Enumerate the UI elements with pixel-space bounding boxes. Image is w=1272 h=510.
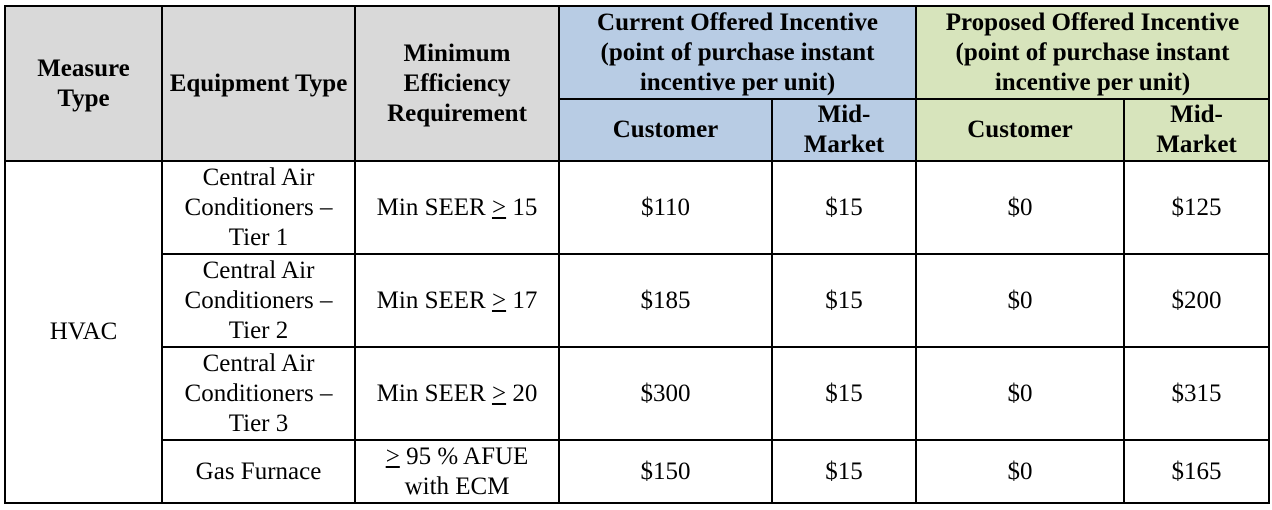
table-row: Central Air Conditioners – Tier 3 Min SE… [5, 346, 1270, 441]
efficiency-prefix: Min SEER [376, 379, 492, 407]
equipment-type-header: Equipment Type [161, 5, 356, 162]
current-incentive-header: Current Offered Incentive (point of purc… [558, 5, 917, 100]
current-customer-cell: $150 [558, 439, 773, 504]
current-midmarket-header: Mid-Market [771, 98, 917, 162]
min-efficiency-header: Minimum Efficiency Requirement [354, 5, 560, 162]
table-row: Central Air Conditioners – Tier 2 Min SE… [5, 253, 1270, 348]
equipment-cell: Central Air Conditioners – Tier 1 [161, 160, 356, 255]
header-row-sub: Customer Mid-Market Customer Mid-Market [5, 98, 1270, 162]
current-midmarket-cell: $15 [771, 439, 917, 504]
measure-type-cell: HVAC [4, 160, 163, 504]
proposed-incentive-header: Proposed Offered Incentive (point of pur… [915, 5, 1270, 100]
measure-type-header: Measure Type [4, 5, 163, 162]
efficiency-value: 20 [506, 379, 538, 407]
equipment-cell: Central Air Conditioners – Tier 3 [161, 346, 356, 441]
proposed-customer-cell: $0 [915, 160, 1125, 255]
table-row: Gas Furnace > 95 % AFUE with ECM $150 $1… [5, 439, 1270, 504]
efficiency-value: 95 % AFUE with ECM [399, 442, 529, 500]
gte-symbol: > [385, 442, 400, 470]
efficiency-value: 15 [506, 193, 538, 221]
proposed-midmarket-cell: $165 [1123, 439, 1270, 504]
gte-symbol: > [491, 193, 507, 221]
table-row: HVAC Central Air Conditioners – Tier 1 M… [4, 160, 1270, 504]
proposed-customer-cell: $0 [915, 439, 1125, 504]
equipment-cell: Central Air Conditioners – Tier 2 [161, 253, 356, 348]
proposed-midmarket-cell: $200 [1123, 253, 1270, 348]
current-customer-cell: $185 [558, 253, 773, 348]
current-customer-cell: $110 [558, 160, 773, 255]
gte-symbol: > [491, 379, 507, 407]
current-midmarket-cell: $15 [771, 160, 917, 255]
gte-symbol: > [491, 286, 507, 314]
current-customer-header: Customer [558, 98, 773, 162]
incentive-table: Measure Type Equipment Type Minimum Effi… [4, 5, 1270, 504]
efficiency-cell: Min SEER > 20 [354, 346, 560, 441]
current-customer-cell: $300 [558, 346, 773, 441]
efficiency-value: 17 [506, 286, 538, 314]
proposed-midmarket-cell: $125 [1123, 160, 1270, 255]
efficiency-cell: Min SEER > 17 [354, 253, 560, 348]
equipment-cell: Gas Furnace [161, 439, 356, 504]
proposed-midmarket-cell: $315 [1123, 346, 1270, 441]
efficiency-cell: Min SEER > 15 [354, 160, 560, 255]
proposed-midmarket-header: Mid-Market [1123, 98, 1270, 162]
efficiency-cell: > 95 % AFUE with ECM [354, 439, 560, 504]
header-row-top: Measure Type Equipment Type Minimum Effi… [4, 5, 1270, 162]
proposed-customer-header: Customer [915, 98, 1125, 162]
current-midmarket-cell: $15 [771, 346, 917, 441]
efficiency-prefix: Min SEER [376, 286, 492, 314]
current-midmarket-cell: $15 [771, 253, 917, 348]
proposed-customer-cell: $0 [915, 253, 1125, 348]
proposed-customer-cell: $0 [915, 346, 1125, 441]
efficiency-prefix: Min SEER [376, 193, 492, 221]
